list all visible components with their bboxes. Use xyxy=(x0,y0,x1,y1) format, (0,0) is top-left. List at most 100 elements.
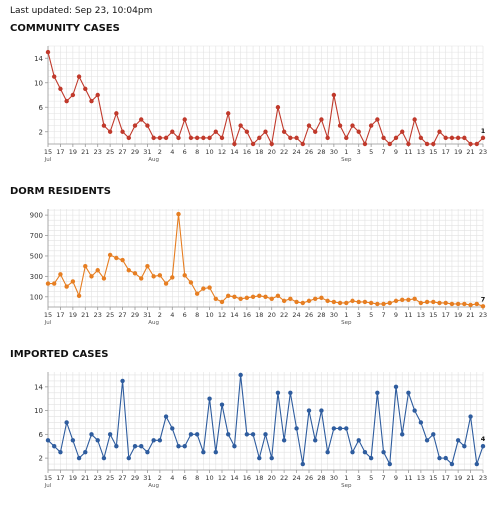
data-point xyxy=(412,296,417,302)
x-tick-label: 15 xyxy=(429,474,437,482)
x-tick-label: 21 xyxy=(466,148,474,156)
data-point xyxy=(257,293,262,298)
data-point xyxy=(356,129,361,134)
data-point xyxy=(238,123,243,128)
month-label: Aug xyxy=(148,483,159,489)
data-point xyxy=(325,135,330,141)
x-tick-label: 10 xyxy=(205,311,213,319)
x-tick-label: 26 xyxy=(305,148,313,156)
data-point xyxy=(64,420,69,425)
data-point xyxy=(455,438,461,443)
data-point xyxy=(52,444,57,449)
data-point xyxy=(269,455,274,461)
data-point xyxy=(468,414,473,419)
data-point xyxy=(462,301,467,307)
data-point xyxy=(263,294,268,299)
x-tick-label: 17 xyxy=(56,148,64,156)
y-tick-label: 10 xyxy=(34,407,43,415)
data-point xyxy=(288,296,293,302)
data-point xyxy=(362,141,368,147)
data-point xyxy=(176,444,181,449)
x-tick-label: 29 xyxy=(131,474,139,482)
data-point xyxy=(76,293,82,298)
data-point xyxy=(139,276,144,281)
data-point xyxy=(331,426,337,431)
x-tick-label: 29 xyxy=(131,311,139,319)
x-tick-label: 22 xyxy=(280,311,288,319)
month-label: Aug xyxy=(148,320,159,326)
data-point xyxy=(400,129,405,134)
x-tick-label: 12 xyxy=(218,474,226,482)
data-point xyxy=(58,449,63,455)
data-point xyxy=(449,135,455,141)
data-point xyxy=(226,293,231,298)
data-point xyxy=(120,129,125,134)
data-point xyxy=(176,211,181,217)
data-point xyxy=(418,300,424,306)
month-label: Sep xyxy=(341,483,352,489)
data-point xyxy=(45,49,51,55)
data-point xyxy=(288,135,293,141)
x-tick-label: 17 xyxy=(56,474,64,482)
data-point xyxy=(139,444,144,449)
last-updated-text: Last updated: Sep 23, 10:04pm xyxy=(10,6,153,16)
data-point xyxy=(52,74,57,79)
x-tick-label: 6 xyxy=(183,148,187,156)
x-tick-label: 24 xyxy=(292,311,300,319)
x-tick-label: 23 xyxy=(94,474,102,482)
data-point xyxy=(163,135,169,141)
y-tick-label: 500 xyxy=(30,252,43,260)
data-point xyxy=(83,263,88,269)
data-point xyxy=(213,129,218,134)
x-tick-label: 19 xyxy=(454,148,462,156)
x-tick-label: 20 xyxy=(268,474,276,482)
data-point xyxy=(232,444,237,449)
data-point xyxy=(188,135,194,141)
data-point xyxy=(362,449,368,455)
data-point xyxy=(281,129,287,134)
data-point xyxy=(368,455,374,461)
month-label: Jul xyxy=(44,157,52,163)
data-point xyxy=(356,438,361,443)
data-point xyxy=(325,298,330,304)
y-tick-label: 900 xyxy=(30,212,43,220)
data-point xyxy=(350,298,355,304)
data-point xyxy=(393,384,399,390)
x-tick-label: 6 xyxy=(183,311,187,319)
data-point xyxy=(455,301,461,307)
data-point xyxy=(213,449,218,455)
data-point xyxy=(443,455,448,461)
data-point xyxy=(344,300,349,306)
x-tick-label: 1 xyxy=(344,474,348,482)
data-point xyxy=(319,117,324,122)
x-tick-label: 1 xyxy=(344,311,348,319)
data-point xyxy=(45,281,51,286)
data-point xyxy=(393,135,399,141)
x-tick-label: 9 xyxy=(394,311,398,319)
y-tick-label: 6 xyxy=(39,431,44,439)
y-tick-label: 2 xyxy=(39,128,43,136)
data-point xyxy=(58,86,63,92)
data-point xyxy=(139,117,144,122)
data-point xyxy=(387,461,392,467)
x-tick-label: 30 xyxy=(330,474,338,482)
data-point xyxy=(406,390,411,395)
data-point xyxy=(300,141,305,147)
data-point xyxy=(406,297,411,303)
data-point xyxy=(431,299,436,305)
data-point xyxy=(219,299,225,305)
data-point xyxy=(120,378,125,384)
x-tick-label: 4 xyxy=(170,311,174,319)
data-point xyxy=(431,141,436,147)
x-tick-label: 19 xyxy=(454,474,462,482)
data-point xyxy=(182,444,187,449)
x-tick-label: 28 xyxy=(317,311,325,319)
data-point xyxy=(244,129,250,134)
data-point xyxy=(443,300,448,306)
x-tick-label: 16 xyxy=(243,148,251,156)
data-point xyxy=(263,432,268,437)
data-point xyxy=(238,296,243,302)
x-tick-label: 23 xyxy=(479,474,487,482)
y-tick-label: 300 xyxy=(30,273,43,281)
data-point xyxy=(275,293,281,298)
